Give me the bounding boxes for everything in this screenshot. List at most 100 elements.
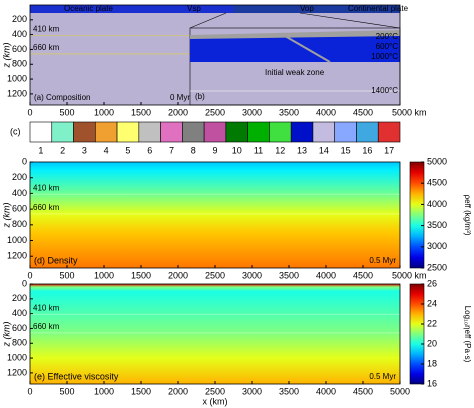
x-tick-label: 500 bbox=[59, 386, 74, 396]
swatch bbox=[334, 121, 357, 143]
annotation: 0.5 Myr bbox=[369, 256, 396, 265]
swatch bbox=[225, 121, 248, 143]
y-tick-label: 0 bbox=[22, 156, 27, 166]
y-tick-label: 1000 bbox=[7, 352, 27, 362]
cb-tick-label: 3000 bbox=[427, 241, 447, 251]
oceanic-plate bbox=[30, 5, 234, 13]
legend-label: 9 bbox=[212, 145, 217, 155]
swatch bbox=[51, 121, 74, 143]
swatch bbox=[269, 121, 292, 143]
annotation: Vsp bbox=[187, 4, 201, 13]
cb-tick-label: 4500 bbox=[427, 178, 447, 188]
annotation: (d) Density bbox=[34, 255, 78, 265]
x-tick-label: 3000 bbox=[242, 107, 262, 117]
x-tick-label: 2500 bbox=[205, 270, 225, 280]
isotherm-label: 200°C bbox=[376, 32, 399, 41]
cb-tick-label: 18 bbox=[427, 358, 437, 368]
y-tick-label: 1200 bbox=[7, 367, 27, 377]
swatch bbox=[247, 121, 270, 143]
x-tick-label: 4500 bbox=[353, 107, 373, 117]
cb-tick-label: 3500 bbox=[427, 220, 447, 230]
x-tick-label: 0 bbox=[27, 386, 32, 396]
y-axis-label: z (km) bbox=[1, 43, 11, 69]
y-tick-label: 1200 bbox=[7, 88, 27, 98]
x-tick-label: 2000 bbox=[168, 107, 188, 117]
legend-label: 6 bbox=[147, 145, 152, 155]
swatch bbox=[116, 121, 140, 143]
annotation: 410 km bbox=[33, 303, 60, 312]
cb-label: Log₁₀ηeff (Pa·s) bbox=[463, 306, 472, 363]
y-tick-label: 1000 bbox=[7, 235, 27, 245]
x-tick-label: 3500 bbox=[279, 270, 299, 280]
x-tick-label: 4000 bbox=[316, 107, 336, 117]
x-tick-label: 2000 bbox=[168, 270, 188, 280]
cb-tick-label: 22 bbox=[427, 318, 437, 328]
y-tick-label: 800 bbox=[12, 59, 27, 69]
legend-label: 12 bbox=[275, 145, 285, 155]
y-tick-label: 600 bbox=[12, 203, 27, 213]
x-tick-label: 500 bbox=[59, 107, 74, 117]
annotation: Oceanic plate bbox=[64, 4, 113, 13]
y-tick-label: 200 bbox=[12, 14, 27, 24]
legend-label: 16 bbox=[362, 145, 372, 155]
x-tick-label: 4500 bbox=[353, 270, 373, 280]
x-tick-label: 4000 bbox=[316, 270, 336, 280]
x-tick-label: 1000 bbox=[94, 270, 114, 280]
annotation: Continental plate bbox=[348, 4, 409, 13]
x-tick-label: 1000 bbox=[94, 386, 114, 396]
y-tick-label: 1000 bbox=[7, 73, 27, 83]
cb-tick-label: 16 bbox=[427, 378, 437, 388]
y-axis-label: z (km) bbox=[1, 322, 11, 348]
field bbox=[30, 284, 400, 384]
annotation: Vop bbox=[300, 4, 314, 13]
legend-label: 15 bbox=[341, 145, 351, 155]
swatch bbox=[312, 121, 336, 143]
swatch bbox=[377, 121, 401, 143]
x-tick-label: 2500 bbox=[205, 386, 225, 396]
swatch bbox=[356, 121, 379, 143]
x-tick-label: 3500 bbox=[279, 386, 299, 396]
continental-plate bbox=[233, 5, 400, 13]
legend-label: 10 bbox=[232, 145, 242, 155]
swatch bbox=[203, 121, 227, 143]
legend-label: 5 bbox=[125, 145, 130, 155]
colorbar bbox=[409, 283, 425, 385]
y-tick-label: 0 bbox=[22, 278, 27, 288]
isotherm-label: 1000°C bbox=[371, 52, 398, 61]
y-tick-label: 1200 bbox=[7, 251, 27, 261]
x-tick-label: 4500 bbox=[353, 386, 373, 396]
frame bbox=[29, 4, 401, 106]
y-tick-label: 400 bbox=[12, 188, 27, 198]
cb-tick-label: 4000 bbox=[427, 199, 447, 209]
annotation: 660 km bbox=[33, 322, 60, 331]
colorbar bbox=[409, 161, 425, 269]
cb-tick-label: 20 bbox=[427, 338, 437, 348]
legend-label: 4 bbox=[104, 145, 109, 155]
annotation: (e) Effective viscosity bbox=[34, 371, 119, 381]
annotation: 0.5 Myr bbox=[369, 372, 396, 381]
cb-tick-label: 24 bbox=[427, 298, 437, 308]
y-tick-label: 200 bbox=[12, 172, 27, 182]
y-tick-label: 800 bbox=[12, 219, 27, 229]
swatch bbox=[73, 121, 96, 143]
zoom bbox=[299, 12, 401, 29]
legend-label: 14 bbox=[319, 145, 329, 155]
frame bbox=[29, 283, 401, 385]
inset-panel: (b) bbox=[195, 92, 205, 101]
swatch bbox=[290, 121, 314, 143]
legend-label: 2 bbox=[60, 145, 65, 155]
x-tick-label: 3000 bbox=[242, 386, 262, 396]
annotation: 660 km bbox=[33, 203, 60, 212]
legend-label: 3 bbox=[82, 145, 87, 155]
panel-label: (c) bbox=[10, 126, 21, 136]
x-tick-label: 1000 bbox=[94, 107, 114, 117]
x-tick-label: 1500 bbox=[131, 107, 151, 117]
inset-plate bbox=[190, 32, 400, 62]
x-tick-label: 0 bbox=[27, 270, 32, 280]
cb-tick-label: 5000 bbox=[427, 156, 447, 166]
x-tick-label: 500 bbox=[59, 270, 74, 280]
legend-label: 1 bbox=[38, 145, 43, 155]
swatch bbox=[29, 121, 53, 143]
annotation: (a) Composition bbox=[34, 93, 90, 102]
